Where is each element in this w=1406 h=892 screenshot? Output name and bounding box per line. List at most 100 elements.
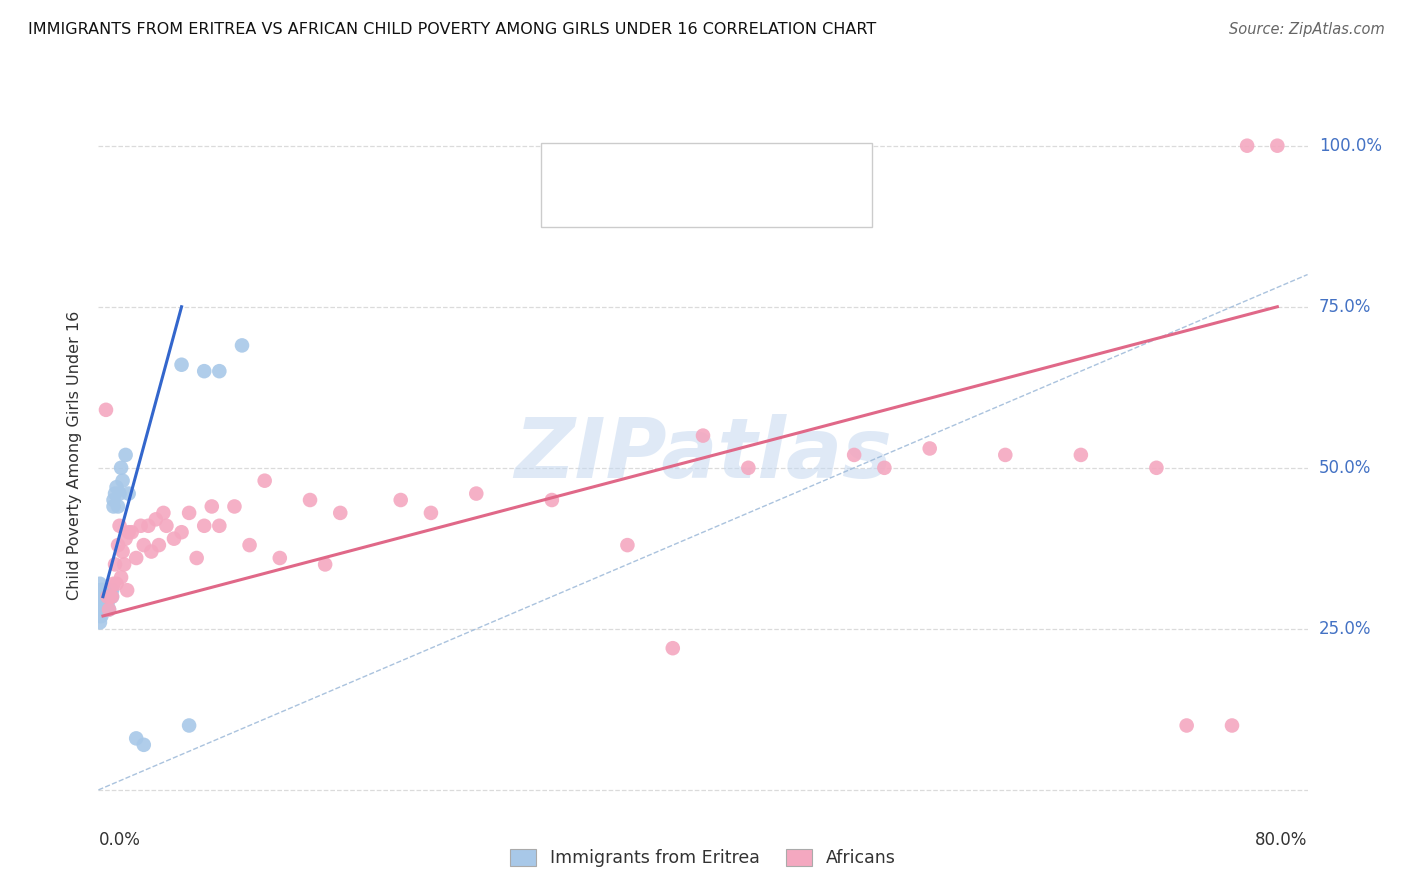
- Point: [1265, 138, 1288, 153]
- Point: [299, 493, 322, 508]
- Point: [239, 538, 262, 552]
- Point: [114, 448, 136, 462]
- Point: [465, 486, 488, 500]
- Point: [91, 590, 114, 604]
- Point: [90, 596, 112, 610]
- Point: [93, 590, 115, 604]
- Point: [94, 583, 117, 598]
- Point: [201, 500, 224, 514]
- Point: [129, 518, 152, 533]
- Text: Source: ZipAtlas.com: Source: ZipAtlas.com: [1229, 22, 1385, 37]
- Point: [177, 506, 201, 520]
- Point: [329, 506, 352, 520]
- Point: [148, 538, 170, 552]
- Point: [100, 583, 122, 598]
- Point: [89, 602, 111, 616]
- Legend: Immigrants from Eritrea, Africans: Immigrants from Eritrea, Africans: [503, 842, 903, 874]
- Point: [98, 602, 121, 616]
- Point: [96, 596, 118, 610]
- Point: [107, 500, 129, 514]
- Point: [90, 609, 112, 624]
- Point: [98, 602, 121, 616]
- Point: [90, 583, 112, 598]
- Point: [89, 590, 111, 604]
- Point: [101, 590, 124, 604]
- Point: [90, 596, 112, 610]
- Point: [844, 448, 866, 462]
- Point: [98, 590, 121, 604]
- Point: [141, 544, 163, 558]
- Text: 100.0%: 100.0%: [1319, 136, 1382, 154]
- Text: N =: N =: [710, 194, 749, 211]
- Point: [89, 596, 111, 610]
- Point: [96, 590, 118, 604]
- Point: [269, 551, 291, 566]
- Point: [103, 500, 125, 514]
- Point: [105, 576, 128, 591]
- Point: [89, 576, 111, 591]
- Point: [103, 576, 125, 591]
- Point: [692, 428, 714, 442]
- Point: [125, 731, 148, 746]
- Point: [540, 493, 562, 508]
- Point: [208, 364, 231, 378]
- Point: [136, 518, 159, 533]
- Point: [100, 590, 122, 604]
- Point: [101, 583, 124, 598]
- Text: R =: R =: [588, 194, 627, 211]
- Point: [89, 615, 111, 630]
- Text: 50.0%: 50.0%: [1319, 458, 1371, 477]
- Point: [170, 358, 193, 372]
- Point: [170, 525, 193, 540]
- Text: 59: 59: [755, 157, 782, 177]
- Point: [389, 493, 412, 508]
- Point: [253, 474, 276, 488]
- Point: [93, 583, 115, 598]
- Point: [314, 558, 336, 572]
- Point: [104, 486, 127, 500]
- Point: [98, 583, 121, 598]
- Point: [419, 506, 441, 520]
- Point: [91, 596, 114, 610]
- Point: [114, 532, 136, 546]
- Point: [108, 486, 131, 500]
- Point: [918, 442, 941, 456]
- Point: [91, 590, 114, 604]
- Point: [89, 583, 111, 598]
- Point: [994, 448, 1017, 462]
- Point: [145, 512, 167, 526]
- Point: [1070, 448, 1092, 462]
- Point: [1144, 460, 1167, 475]
- Point: [177, 718, 201, 732]
- Point: [118, 525, 141, 540]
- Text: ZIPatlas: ZIPatlas: [515, 415, 891, 495]
- Point: [873, 460, 896, 475]
- Point: [107, 538, 129, 552]
- Point: [96, 590, 118, 604]
- Point: [111, 474, 134, 488]
- Point: [91, 602, 114, 616]
- Point: [90, 583, 112, 598]
- Point: [90, 590, 112, 604]
- Point: [121, 525, 143, 540]
- Point: [132, 538, 155, 552]
- Point: [616, 538, 638, 552]
- Point: [152, 506, 174, 520]
- Point: [1220, 718, 1243, 732]
- Point: [163, 532, 186, 546]
- Point: [737, 460, 759, 475]
- Point: [94, 602, 117, 616]
- Point: [193, 518, 215, 533]
- Point: [111, 544, 134, 558]
- Text: 0.504: 0.504: [636, 157, 697, 177]
- Point: [93, 590, 115, 604]
- Text: R =: R =: [588, 158, 627, 176]
- Point: [93, 596, 115, 610]
- Point: [115, 583, 138, 598]
- Point: [100, 590, 122, 604]
- Point: [1236, 138, 1258, 153]
- Point: [193, 364, 215, 378]
- Point: [94, 402, 117, 417]
- Point: [90, 590, 112, 604]
- Point: [108, 518, 131, 533]
